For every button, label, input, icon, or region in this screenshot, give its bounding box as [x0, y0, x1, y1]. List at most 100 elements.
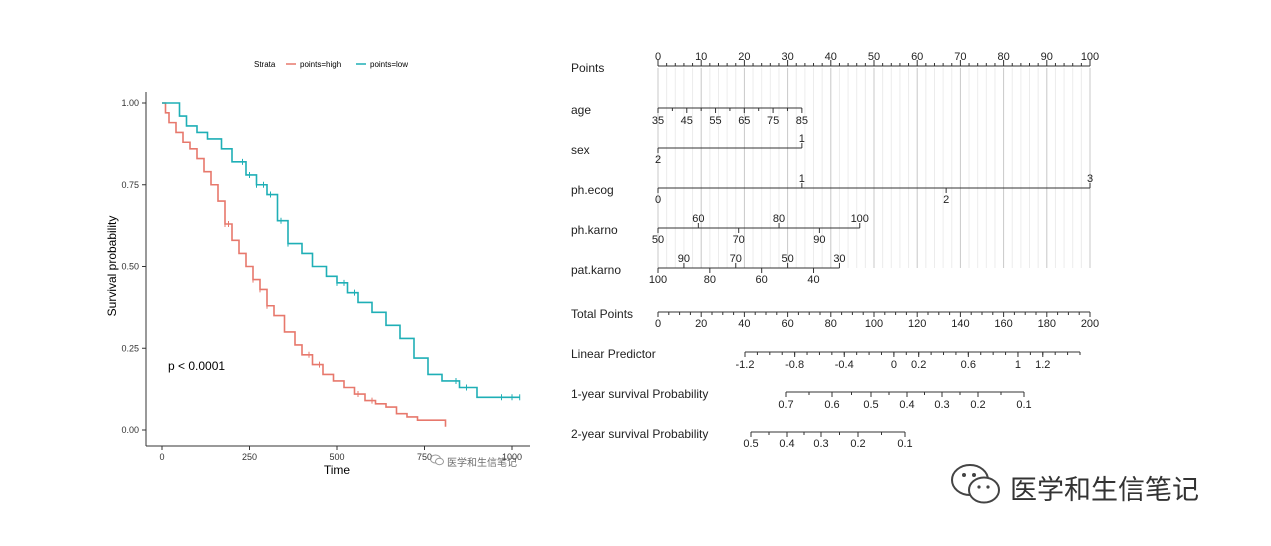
phkarno-label-below: 70	[733, 234, 745, 246]
points-tick-label: 50	[868, 51, 880, 63]
x-axis-label: Time	[324, 463, 351, 477]
survival-curve-high	[162, 102, 447, 427]
row-label-4: ph.karno	[571, 223, 618, 237]
sex-label-above: 1	[799, 133, 805, 145]
total-points-tick-label: 80	[825, 318, 837, 330]
row-label-7: Linear Predictor	[571, 347, 656, 361]
linear-predictor-tick-label: 0	[891, 359, 897, 371]
surv1y-tick-label: 0.1	[1016, 399, 1031, 411]
surv1y-tick-label: 0.5	[863, 399, 878, 411]
points-tick-label: 10	[695, 51, 707, 63]
y-tick-label: 0.25	[121, 343, 139, 353]
linear-predictor-tick-label: 0.2	[911, 359, 926, 371]
age-tick-label: 65	[738, 115, 750, 127]
p-value-annotation: p < 0.0001	[168, 359, 225, 373]
legend-title: Strata	[254, 60, 276, 69]
age-tick-label: 55	[709, 115, 721, 127]
linear-predictor-tick-label: 1	[1015, 359, 1021, 371]
total-points-tick-label: 40	[738, 318, 750, 330]
points-tick-label: 90	[1041, 51, 1053, 63]
surv1y-tick-label: 0.6	[824, 399, 839, 411]
age-tick-label: 45	[681, 115, 693, 127]
ecog-label-above: 1	[799, 173, 805, 185]
x-tick-label: 1000	[502, 452, 522, 462]
surv1y-tick-label: 0.2	[970, 399, 985, 411]
survival-curve-low	[162, 102, 520, 399]
row-label-5: pat.karno	[571, 263, 621, 277]
km-axes: 0.00 0.25 0.50 0.75 1.00 0 250 500 750 1000	[121, 92, 530, 462]
total-points-tick-label: 180	[1038, 318, 1056, 330]
row-label-9: 2-year survival Probability	[571, 427, 708, 441]
phkarno-label-above: 100	[851, 213, 869, 225]
watermark-large-text: 医学和生信笔记	[1010, 475, 1199, 506]
watermark-small-text: 医学和生信笔记	[447, 458, 517, 469]
ecog-label-below: 2	[943, 194, 949, 206]
x-tick-label: 250	[242, 452, 257, 462]
row-label-0: Points	[571, 61, 604, 75]
legend-low-label: points=low	[370, 60, 408, 69]
total-points-tick-label: 140	[951, 318, 969, 330]
km-legend: Strata points=high points=low	[254, 60, 408, 69]
linear-predictor-tick-label: -0.4	[835, 359, 854, 371]
age-tick-label: 75	[767, 115, 779, 127]
surv2y-tick-label: 0.1	[897, 438, 912, 450]
km-series	[162, 102, 521, 427]
linear-predictor-tick-label: -1.2	[736, 359, 755, 371]
x-tick-label: 500	[329, 452, 344, 462]
row-label-6: Total Points	[571, 307, 633, 321]
x-tick-label: 750	[417, 452, 432, 462]
points-tick-label: 40	[825, 51, 837, 63]
patkarno-label-above: 50	[781, 253, 793, 265]
points-tick-label: 30	[781, 51, 793, 63]
km-chart: Strata points=high points=low 0.00 0.25 0.…	[0, 0, 560, 541]
surv1y-tick-label: 0.7	[778, 399, 793, 411]
patkarno-label-below: 40	[807, 274, 819, 286]
phkarno-label-below: 50	[652, 234, 664, 246]
km-plot-svg: Strata points=high points=low 0.000.250.…	[105, 60, 530, 477]
surv2y-tick-label: 0.5	[743, 438, 758, 450]
linear-predictor-tick-label: 0.6	[961, 359, 976, 371]
total-points-tick-label: 60	[781, 318, 793, 330]
y-tick-label: 1.00	[121, 98, 139, 108]
patkarno-label-above: 90	[678, 253, 690, 265]
total-points-tick-label: 0	[655, 318, 661, 330]
phkarno-label-below: 90	[813, 234, 825, 246]
points-tick-label: 60	[911, 51, 923, 63]
total-points-tick-label: 160	[994, 318, 1012, 330]
surv2y-tick-label: 0.4	[779, 438, 794, 450]
row-label-8: 1-year survival Probability	[571, 387, 708, 401]
age-tick-label: 35	[652, 115, 664, 127]
phkarno-label-above: 80	[773, 213, 785, 225]
linear-predictor-tick-label: -0.8	[785, 359, 804, 371]
sex-label-below: 2	[655, 154, 661, 166]
watermark-small: 医学和生信笔记	[430, 454, 517, 469]
x-tick-label: 0	[159, 452, 164, 462]
y-tick-label: 0.00	[121, 425, 139, 435]
nomogram-chart: Points 0 10 20 30 40 50 60 70 80 90 100 age 35 45 55 65 7…	[560, 0, 1271, 541]
patkarno-label-below: 80	[704, 274, 716, 286]
age-tick-label: 85	[796, 115, 808, 127]
y-tick-label: 0.75	[121, 180, 139, 190]
patkarno-label-below: 100	[649, 274, 667, 286]
patkarno-label-below: 60	[756, 274, 768, 286]
total-points-tick-label: 20	[695, 318, 707, 330]
patkarno-label-above: 30	[833, 253, 845, 265]
wechat-icon	[950, 462, 1002, 513]
points-tick-label: 70	[954, 51, 966, 63]
watermark-large: 医学和生信笔记	[950, 462, 1199, 513]
legend-high-label: points=high	[300, 60, 341, 69]
row-label-2: sex	[571, 143, 590, 157]
nomogram-gridlines	[657, 68, 1091, 268]
total-points-tick-label: 200	[1081, 318, 1099, 330]
surv1y-tick-label: 0.4	[899, 399, 914, 411]
phkarno-label-above: 60	[692, 213, 704, 225]
points-tick-label: 20	[738, 51, 750, 63]
points-tick-label: 80	[997, 51, 1009, 63]
row-label-1: age	[571, 103, 591, 117]
y-axis-label: Survival probability	[105, 216, 119, 317]
y-tick-label: 0.50	[121, 262, 139, 272]
surv2y-tick-label: 0.3	[813, 438, 828, 450]
ecog-label-above: 3	[1087, 173, 1093, 185]
wechat-icon	[430, 454, 444, 469]
